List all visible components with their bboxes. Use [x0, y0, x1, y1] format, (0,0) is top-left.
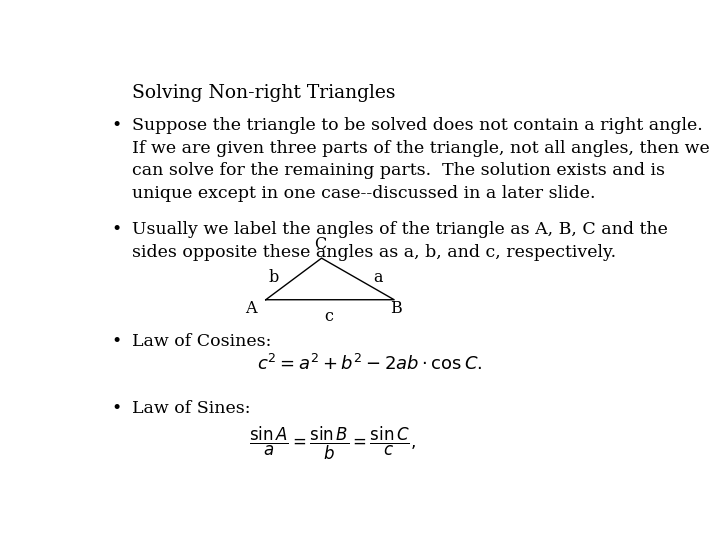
Text: Solving Non-right Triangles: Solving Non-right Triangles — [132, 84, 395, 102]
Text: c: c — [324, 308, 333, 325]
Text: B: B — [390, 300, 402, 317]
Text: Suppose the triangle to be solved does not contain a right angle.
If we are give: Suppose the triangle to be solved does n… — [132, 117, 710, 202]
Text: •: • — [111, 333, 122, 350]
Text: Law of Cosines:: Law of Cosines: — [132, 333, 271, 350]
Text: Law of Sines:: Law of Sines: — [132, 400, 251, 416]
Text: $c^2 = a^2 + b^2 - 2ab \cdot \cos C.$: $c^2 = a^2 + b^2 - 2ab \cdot \cos C.$ — [258, 354, 483, 374]
Text: C: C — [315, 236, 327, 253]
Text: •: • — [111, 221, 122, 238]
Text: •: • — [111, 400, 122, 416]
Text: •: • — [111, 117, 122, 134]
Text: b: b — [269, 269, 279, 286]
Text: $\dfrac{\sin A}{a} = \dfrac{\sin B}{b} = \dfrac{\sin C}{c},$: $\dfrac{\sin A}{a} = \dfrac{\sin B}{b} =… — [249, 424, 415, 462]
Text: Usually we label the angles of the triangle as A, B, C and the
sides opposite th: Usually we label the angles of the trian… — [132, 221, 667, 261]
Text: A: A — [245, 300, 256, 317]
Text: a: a — [374, 269, 383, 286]
